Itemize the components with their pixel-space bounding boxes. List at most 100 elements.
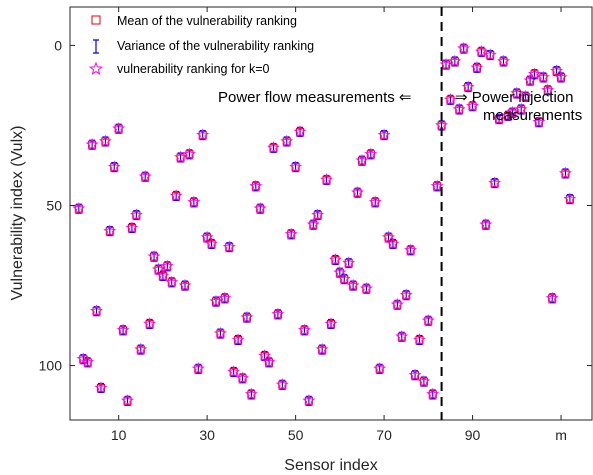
k0-star-marker (222, 240, 236, 253)
k0-star-marker (143, 317, 157, 330)
k0-star-marker (497, 54, 510, 67)
k0-star-marker (457, 41, 471, 55)
k0-star-marker (439, 57, 453, 71)
k0-star-marker (337, 272, 351, 285)
k0-star-marker (271, 307, 285, 320)
k0-star-marker (103, 224, 117, 237)
k0-star-marker (329, 253, 342, 266)
k0-star-marker (386, 237, 400, 250)
legend-label-variance: Variance of the vulnerability ranking (117, 39, 314, 53)
k0-star-marker (333, 266, 347, 279)
k0-star-marker (121, 394, 134, 407)
k0-star-marker (368, 195, 382, 208)
legend-item-mean: Mean of the vulnerability ranking (91, 14, 297, 28)
k0-star-marker (479, 217, 493, 231)
k0-star-marker (298, 323, 311, 336)
k0-star-marker (360, 282, 373, 295)
k0-star-marker (156, 269, 170, 282)
k0-star-marker (417, 374, 431, 388)
k0-star-marker (284, 227, 298, 240)
k0-star-marker (550, 64, 564, 77)
k0-star-marker (258, 349, 272, 362)
k0-star-marker (351, 185, 364, 199)
y-tick-label: 100 (39, 358, 63, 374)
k0-star-marker (532, 115, 546, 128)
legend-item-k0: vulnerability ranking for k=0 (88, 61, 270, 76)
k0-star-marker (342, 256, 356, 269)
k0-star-marker (107, 160, 121, 173)
k0-star-marker (227, 365, 241, 378)
k0-star-marker (178, 278, 192, 291)
k0-star-marker (505, 105, 519, 119)
k0-star-marker (160, 259, 174, 272)
k0-star-marker (99, 134, 112, 147)
k0-star-marker (448, 54, 462, 67)
k0-star-marker (461, 80, 475, 93)
k0-star-marker (253, 201, 267, 215)
k0-star-marker (364, 147, 378, 160)
k0-star-marker (147, 249, 161, 263)
k0-star-marker (444, 93, 457, 106)
x-tick-label: 90 (465, 427, 481, 443)
k0-star-marker (541, 83, 555, 96)
k0-star-marker (426, 387, 440, 400)
k0-star-marker (355, 153, 369, 167)
k0-star-marker (262, 355, 276, 368)
k0-star-marker (218, 291, 232, 304)
k0-star-marker (377, 128, 391, 141)
k0-star-marker (152, 262, 165, 275)
k0-star-marker (214, 326, 227, 339)
x-tick-label: 30 (199, 427, 215, 443)
k0-star-marker (90, 304, 103, 317)
x-tick-label: 70 (376, 427, 392, 443)
k0-star-marker (183, 147, 196, 160)
legend-square-marker (91, 15, 101, 25)
k0-star-marker (492, 112, 506, 125)
k0-star-marker (129, 208, 143, 221)
k0-star-marker (346, 278, 360, 291)
k0-star-marker (421, 314, 435, 327)
k0-star-marker (382, 230, 395, 243)
annotation-left: Power flow measurements ⇐ (218, 89, 411, 106)
k0-star-marker (466, 99, 479, 112)
k0-star-marker (488, 176, 502, 189)
k0-star-marker (559, 166, 572, 179)
legend-item-variance: Variance of the vulnerability ranking (93, 39, 314, 54)
k0-star-marker (289, 160, 303, 173)
legend-label-k0: vulnerability ranking for k=0 (117, 62, 270, 76)
plot-area (69, 6, 593, 421)
k0-star-marker (302, 394, 316, 407)
k0-star-marker (85, 137, 99, 151)
k0-star-marker (112, 121, 126, 135)
k0-star-marker (311, 208, 325, 221)
legend-errorbar-marker (93, 39, 99, 54)
x-tick-label: 50 (288, 427, 304, 443)
legend: Mean of the vulnerability ranking Varian… (88, 14, 314, 76)
k0-star-marker (395, 330, 409, 343)
k0-star-marker (408, 368, 422, 381)
k0-star-marker (528, 67, 541, 80)
k0-star-marker (315, 342, 329, 356)
k0-star-marker (430, 179, 444, 192)
k0-star-marker (545, 291, 559, 304)
k0-star-marker (373, 362, 387, 375)
k0-star-marker (231, 333, 245, 346)
k0-star-marker (514, 102, 528, 115)
k0-star-marker (200, 230, 214, 243)
x-tick-label: m (555, 427, 567, 443)
y-ticks: 0 50 100 (39, 37, 592, 374)
k0-star-marker (470, 61, 484, 74)
k0-star-marker (169, 189, 183, 202)
k0-star-marker (324, 317, 338, 330)
k0-star-marker (165, 275, 179, 288)
k0-star-marker (191, 362, 205, 375)
x-tick-label: 10 (111, 427, 127, 443)
x-ticks: 10 30 50 70 90 m (111, 7, 567, 443)
k0-star-marker (563, 192, 577, 205)
k0-star-marker (134, 342, 148, 356)
k0-star-marker (196, 128, 210, 141)
k0-star-marker (81, 355, 95, 368)
k0-star-marker (240, 310, 254, 323)
k0-star-marker (293, 125, 307, 138)
